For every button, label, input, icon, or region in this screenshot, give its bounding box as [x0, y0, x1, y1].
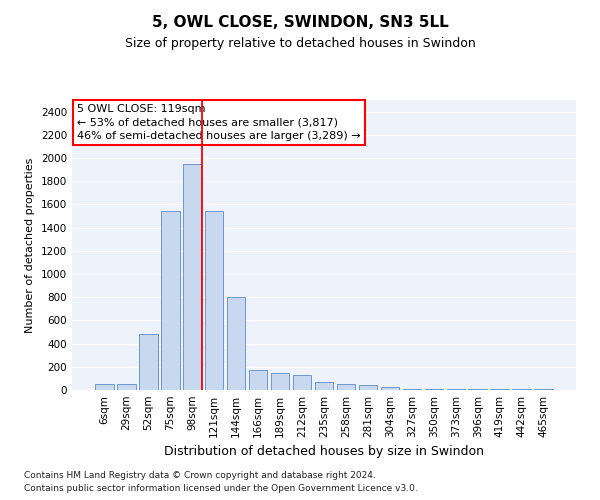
- Bar: [161, 212, 179, 390]
- Bar: [403, 389, 421, 390]
- Text: Size of property relative to detached houses in Swindon: Size of property relative to detached ho…: [125, 38, 475, 51]
- Bar: [249, 370, 268, 390]
- Y-axis label: Number of detached properties: Number of detached properties: [25, 158, 35, 332]
- Bar: [117, 384, 136, 390]
- Bar: [227, 297, 245, 390]
- Bar: [183, 164, 202, 390]
- Text: Contains public sector information licensed under the Open Government Licence v3: Contains public sector information licen…: [24, 484, 418, 493]
- X-axis label: Distribution of detached houses by size in Swindon: Distribution of detached houses by size …: [164, 446, 484, 458]
- Bar: [293, 375, 311, 390]
- Bar: [359, 386, 377, 390]
- Text: 5, OWL CLOSE, SWINDON, SN3 5LL: 5, OWL CLOSE, SWINDON, SN3 5LL: [152, 15, 448, 30]
- Bar: [271, 372, 289, 390]
- Bar: [205, 212, 223, 390]
- Bar: [425, 389, 443, 390]
- Text: 5 OWL CLOSE: 119sqm
← 53% of detached houses are smaller (3,817)
46% of semi-det: 5 OWL CLOSE: 119sqm ← 53% of detached ho…: [77, 104, 361, 141]
- Bar: [95, 384, 113, 390]
- Bar: [337, 384, 355, 390]
- Bar: [380, 386, 399, 390]
- Text: Contains HM Land Registry data © Crown copyright and database right 2024.: Contains HM Land Registry data © Crown c…: [24, 470, 376, 480]
- Bar: [139, 334, 158, 390]
- Bar: [314, 382, 334, 390]
